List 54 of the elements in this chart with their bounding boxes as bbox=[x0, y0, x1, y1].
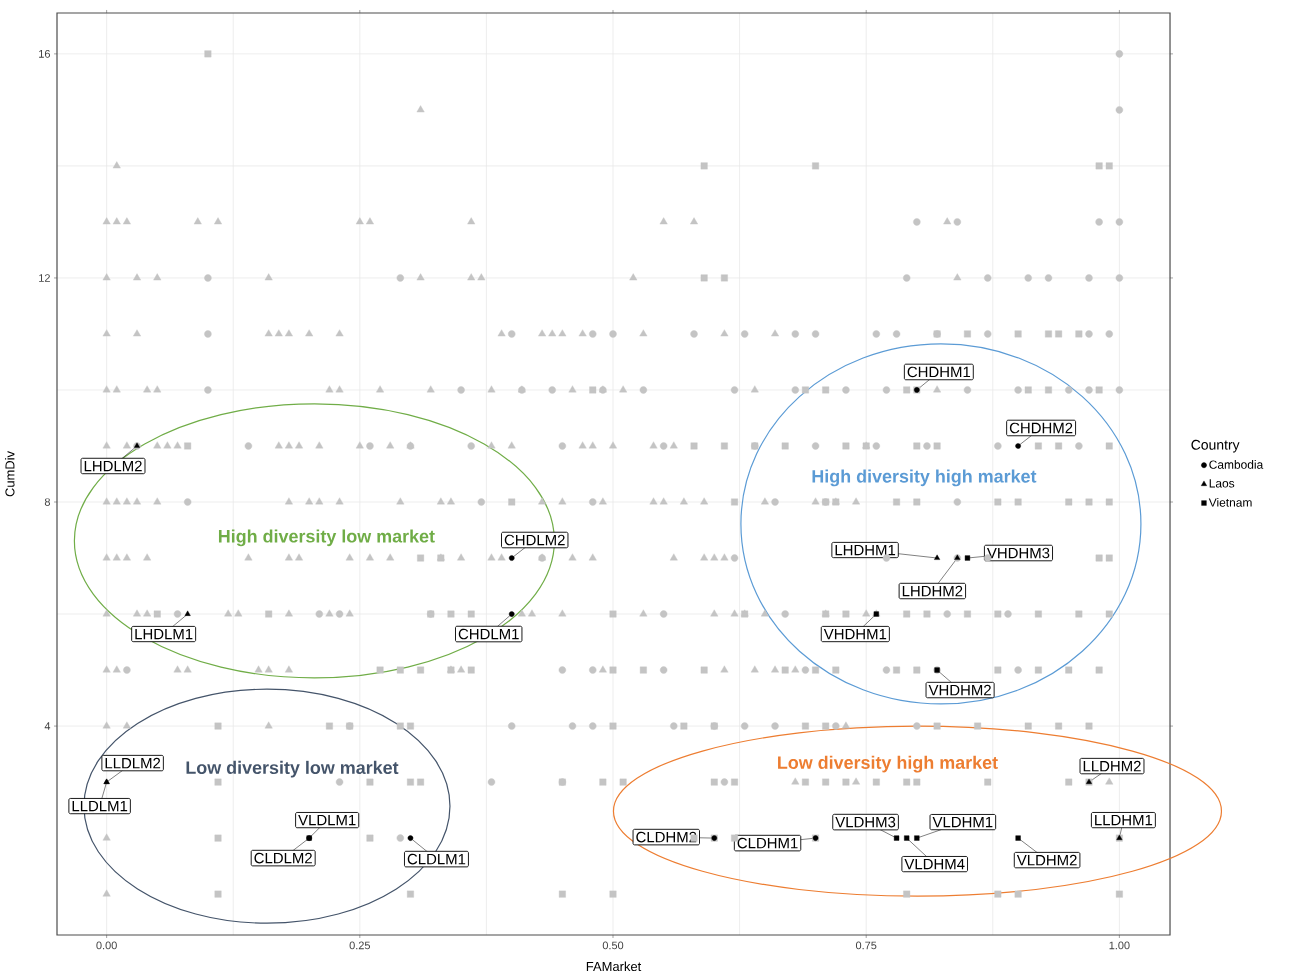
y-axis-title: CumDiv bbox=[5, 451, 15, 497]
data-label: LLDLM1 bbox=[72, 800, 128, 812]
data-label: CLDHM1 bbox=[737, 837, 798, 849]
data-label: LLDHM1 bbox=[1095, 814, 1153, 826]
data-label: CHDLM2 bbox=[504, 534, 565, 546]
legend-label: Laos bbox=[1209, 479, 1235, 488]
annotation: High diversity low market bbox=[218, 529, 435, 547]
data-label: VLDHM1 bbox=[932, 816, 993, 828]
data-label: VHDHM2 bbox=[928, 684, 991, 696]
point bbox=[964, 555, 971, 561]
data-label: VLDHM3 bbox=[835, 816, 896, 828]
annotation: High diversity high market bbox=[812, 469, 1037, 487]
point bbox=[508, 611, 515, 617]
point bbox=[893, 835, 900, 841]
x-axis-title: FAMarket bbox=[586, 961, 642, 972]
data-label: VLDHM2 bbox=[1016, 854, 1077, 866]
legend-label: Cambodia bbox=[1209, 460, 1264, 469]
data-label: LHDHM1 bbox=[835, 544, 896, 556]
data-label: CHDLM1 bbox=[458, 628, 519, 640]
data-label: CLDLM2 bbox=[254, 852, 312, 864]
data-label: LLDHM2 bbox=[1083, 760, 1141, 772]
data-label: LHDLM2 bbox=[84, 460, 142, 472]
data-label: CHDHM2 bbox=[1009, 422, 1073, 434]
point bbox=[1015, 443, 1021, 449]
data-label: CLDLM1 bbox=[407, 853, 466, 865]
x-tick-label: 0.25 bbox=[349, 941, 371, 950]
data-label: LHDLM1 bbox=[135, 628, 193, 640]
point bbox=[904, 835, 910, 841]
data-label: VHDHM1 bbox=[823, 628, 887, 640]
point bbox=[914, 835, 920, 841]
data-label: VLDHM4 bbox=[904, 858, 965, 870]
point bbox=[934, 554, 941, 560]
data-label: CHDHM1 bbox=[907, 366, 971, 378]
point bbox=[508, 555, 515, 561]
legend-label: Vietnam bbox=[1208, 497, 1252, 507]
y-tick-label: 4 bbox=[44, 722, 51, 730]
data-label: LLDLM2 bbox=[105, 757, 161, 769]
x-tick-label: 0.50 bbox=[602, 941, 624, 950]
x-tick-label: 0.00 bbox=[96, 941, 117, 950]
y-tick-label: 16 bbox=[39, 50, 50, 58]
point bbox=[407, 835, 414, 841]
data-label: CLDHM2 bbox=[636, 831, 697, 843]
legend-title: Country bbox=[1191, 439, 1240, 453]
y-tick-label: 8 bbox=[44, 498, 50, 506]
data-label: LHDHM2 bbox=[902, 585, 963, 597]
point bbox=[1015, 835, 1021, 841]
annotation: Low diversity high market bbox=[778, 755, 998, 773]
data-label: VHDHM3 bbox=[986, 547, 1050, 559]
y-tick-label: 12 bbox=[39, 274, 50, 282]
annotation: Low diversity low market bbox=[186, 760, 399, 778]
x-tick-label: 1.00 bbox=[1109, 941, 1130, 950]
point bbox=[184, 610, 191, 616]
x-tick-label: 0.75 bbox=[855, 941, 877, 950]
data-label: VLDLM1 bbox=[298, 814, 356, 826]
